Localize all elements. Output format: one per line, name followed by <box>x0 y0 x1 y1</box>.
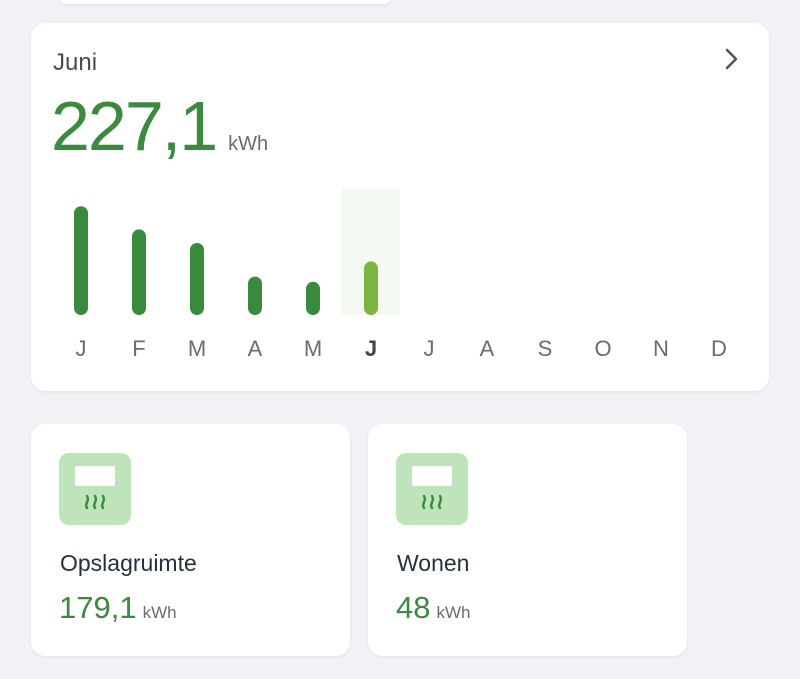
previous-card-edge <box>60 0 390 4</box>
room-unit: kWh <box>436 603 471 622</box>
room-consumption: 48 kWh <box>396 590 470 626</box>
room-card-wonen[interactable]: Wonen 48 kWh <box>368 424 687 656</box>
chart-bar-2[interactable] <box>190 243 204 315</box>
month-tick-label[interactable]: N <box>653 336 669 361</box>
month-tick-label[interactable]: J <box>76 336 87 361</box>
total-unit: kWh <box>228 133 269 155</box>
room-value: 48 <box>396 590 431 625</box>
month-tick-label[interactable]: A <box>248 336 263 361</box>
month-tick-label[interactable]: F <box>132 336 145 361</box>
room-name: Wonen <box>397 550 470 576</box>
room-name: Opslagruimte <box>60 550 197 576</box>
month-tick-label[interactable]: O <box>594 336 611 361</box>
room-value: 179,1 <box>59 590 137 625</box>
month-tick-label[interactable]: J <box>424 336 435 361</box>
chart-bar-5[interactable] <box>364 261 378 315</box>
total-value: 227,1 <box>51 87 218 165</box>
chevron-right-icon[interactable] <box>719 47 743 71</box>
chart-bar-4[interactable] <box>306 281 320 315</box>
month-tick-label[interactable]: S <box>538 336 553 361</box>
room-card-opslagruimte[interactable]: Opslagruimte 179,1 kWh <box>31 424 350 656</box>
month-label: Juni <box>53 49 98 76</box>
heater-icon <box>59 453 131 525</box>
month-tick-label[interactable]: M <box>188 336 206 361</box>
room-consumption: 179,1 kWh <box>59 590 177 626</box>
chart-bar-3[interactable] <box>248 276 262 315</box>
heater-icon <box>396 453 468 525</box>
chart-bar-0[interactable] <box>74 206 88 315</box>
chart-bar-1[interactable] <box>132 229 146 315</box>
month-tick-label[interactable]: D <box>711 336 727 361</box>
monthly-summary-card[interactable]: J F M A M J J A S O N D Juni 227,1 kWh <box>31 23 769 391</box>
month-tick-label[interactable]: M <box>304 336 322 361</box>
total-consumption: 227,1 kWh <box>51 91 268 161</box>
room-unit: kWh <box>142 603 177 622</box>
month-tick-label[interactable]: J <box>365 336 377 361</box>
month-tick-label[interactable]: A <box>480 336 495 361</box>
